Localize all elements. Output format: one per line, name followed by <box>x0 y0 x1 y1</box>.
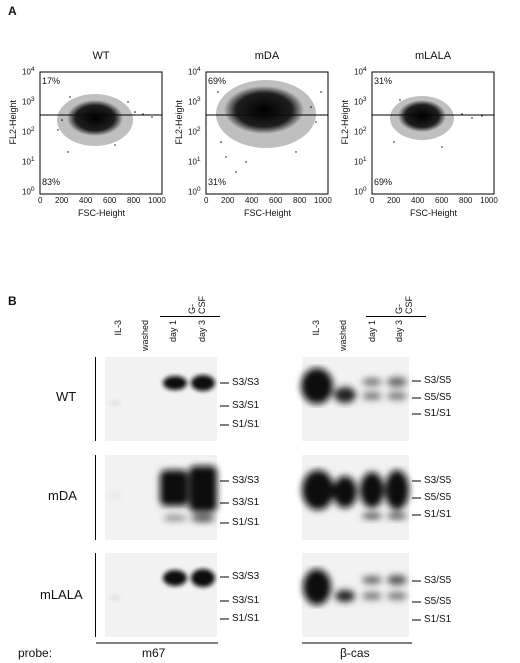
band-ticks-left <box>220 382 229 620</box>
row-rule-mda <box>95 455 96 540</box>
plot-title-wt: WT <box>92 50 110 62</box>
gcsf-bracket-right <box>366 316 426 317</box>
probe-left-name: m67 <box>142 646 166 660</box>
xtick-mlala-4: 800 <box>459 196 473 205</box>
ytick-wt-4: 104 <box>22 66 35 77</box>
pct-upper-mda: 69% <box>208 76 227 86</box>
xtick-mda-2: 400 <box>245 196 259 205</box>
xtick-wt-4: 800 <box>127 196 141 205</box>
xtick-mlala-5: 1000 <box>480 196 498 205</box>
xtick-wt-1: 200 <box>55 196 69 205</box>
flow-cytometry-plots <box>39 71 495 195</box>
ytick-mda-2: 102 <box>188 126 201 137</box>
band-left-mda-2: S1/S1 <box>232 517 260 528</box>
plot-mda <box>205 71 329 195</box>
band-right-mda-1: S5/S5 <box>424 492 452 503</box>
plot-mlala <box>371 71 495 195</box>
pct-upper-wt: 17% <box>42 76 61 86</box>
band-left-mlala-2: S1/S1 <box>232 613 260 624</box>
ytick-wt-2: 102 <box>22 126 35 137</box>
ytick-mda-0: 100 <box>188 186 201 197</box>
band-left-wt-2: S1/S1 <box>232 419 260 430</box>
ytick-mlala-3: 103 <box>354 96 367 107</box>
band-right-wt-1: S5/S5 <box>424 392 452 403</box>
blot-left-mda <box>105 455 217 540</box>
pct-lower-mda: 31% <box>208 177 227 187</box>
xtick-wt-3: 600 <box>103 196 117 205</box>
ytick-mlala-1: 101 <box>354 156 367 167</box>
plot-title-mlala: mLALA <box>414 50 452 62</box>
ytick-mlala-2: 102 <box>354 126 367 137</box>
band-right-wt-2: S1/S1 <box>424 408 452 419</box>
blot-right-mda <box>302 455 409 540</box>
xtick-mda-0: 0 <box>204 196 209 205</box>
band-left-mda-0: S3/S3 <box>232 475 260 486</box>
xtick-wt-2: 400 <box>79 196 93 205</box>
band-right-mlala-1: S5/S5 <box>424 596 452 607</box>
row-label-mda: mDA <box>48 488 77 503</box>
xtick-mda-5: 1000 <box>314 196 332 205</box>
ytick-mda-3: 103 <box>188 96 201 107</box>
band-left-wt-0: S3/S3 <box>232 377 260 388</box>
ytick-wt-1: 101 <box>22 156 35 167</box>
band-left-mlala-0: S3/S3 <box>232 571 260 582</box>
xtick-mlala-0: 0 <box>370 196 375 205</box>
xlabel-mlala: FSC-Height <box>410 208 458 218</box>
ytick-wt-0: 100 <box>22 186 35 197</box>
xtick-mda-3: 600 <box>269 196 283 205</box>
band-right-mda-2: S1/S1 <box>424 509 452 520</box>
probe-right-name: β-cas <box>340 646 370 660</box>
ytick-mda-1: 101 <box>188 156 201 167</box>
pct-lower-wt: 83% <box>42 177 61 187</box>
band-right-mlala-0: S3/S5 <box>424 575 452 586</box>
blot-right-wt <box>301 357 409 441</box>
row-label-mlala: mLALA <box>40 587 83 602</box>
blot-right-mlala <box>302 553 409 637</box>
band-right-mda-0: S3/S5 <box>424 475 452 486</box>
blot-left-wt <box>105 357 217 441</box>
xlabel-wt: FSC-Height <box>78 208 126 218</box>
ytick-mlala-4: 104 <box>354 66 367 77</box>
band-right-mlala-2: S1/S1 <box>424 614 452 625</box>
xtick-mlala-2: 400 <box>411 196 425 205</box>
ytick-mda-4: 104 <box>188 66 201 77</box>
ytick-wt-3: 103 <box>22 96 35 107</box>
plot-wt <box>39 71 163 195</box>
plot-title-mda: mDA <box>254 50 280 62</box>
blot-left-mlala <box>105 553 217 637</box>
pct-upper-mlala: 31% <box>374 76 393 86</box>
xtick-wt-5: 1000 <box>148 196 166 205</box>
panel-a-label: A <box>8 4 17 18</box>
xtick-mlala-1: 200 <box>387 196 401 205</box>
pct-lower-mlala: 69% <box>374 177 393 187</box>
xlabel-mda: FSC-Height <box>244 208 292 218</box>
xtick-mlala-3: 600 <box>435 196 449 205</box>
panel-b-label: B <box>8 294 17 308</box>
gcsf-bracket-left <box>160 316 220 317</box>
band-left-mlala-1: S3/S1 <box>232 595 260 606</box>
ytick-mlala-0: 100 <box>354 186 367 197</box>
xtick-mda-4: 800 <box>293 196 307 205</box>
probe-label: probe: <box>18 646 53 660</box>
row-rule-wt <box>95 357 96 441</box>
band-left-wt-1: S3/S1 <box>232 400 260 411</box>
row-rule-mlala <box>95 553 96 637</box>
row-label-wt: WT <box>56 389 77 404</box>
band-left-mda-1: S3/S1 <box>232 497 260 508</box>
band-right-wt-0: S3/S5 <box>424 375 452 386</box>
band-ticks-right <box>412 380 421 621</box>
xtick-wt-0: 0 <box>38 196 43 205</box>
xtick-mda-1: 200 <box>221 196 235 205</box>
